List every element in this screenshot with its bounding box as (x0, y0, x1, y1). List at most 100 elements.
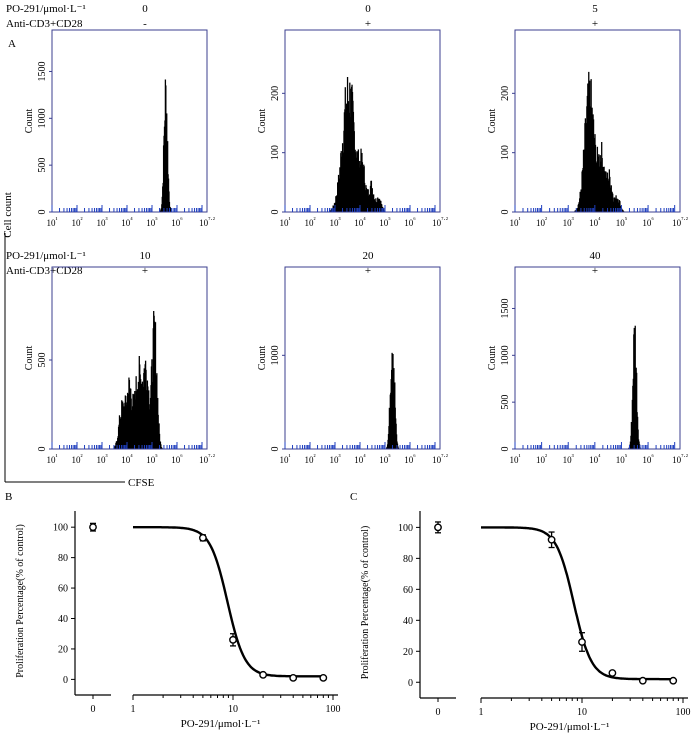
control-point (434, 523, 442, 532)
x-tick-label: 10⁷·² (672, 453, 688, 465)
x-tick-label: 10⁵ (616, 453, 628, 465)
x-tick-label: 100 (676, 707, 691, 718)
data-point (198, 533, 207, 542)
x-tick-label: 10¹ (46, 453, 57, 465)
x-tick-label-zero: 0 (436, 707, 441, 718)
x-tick-label: 10⁶ (404, 453, 416, 465)
y-tick-label: 100 (500, 145, 511, 160)
x-tick-label: 1 (479, 707, 484, 718)
y-tick-label: 100 (398, 523, 413, 534)
anti-label-row2: Anti-CD3+CD28 (6, 265, 83, 277)
panel-b-label: B (5, 491, 12, 503)
x-tick-label: 10² (536, 216, 547, 228)
x-tick-label: 10⁶ (642, 216, 654, 228)
y-tick-label: 100 (270, 145, 281, 160)
x-tick-label: 10² (71, 453, 82, 465)
histogram-frame (514, 29, 681, 213)
x-tick-label: 10⁷·² (432, 453, 448, 465)
data-point (669, 676, 678, 685)
x-tick-label: 10¹ (279, 453, 290, 465)
data-point (289, 673, 298, 682)
x-tick-label: 10⁶ (171, 453, 183, 465)
x-tick-label: 10⁷·² (432, 216, 448, 228)
panel-c-label: C (350, 491, 357, 503)
x-tick-label: 10⁴ (589, 453, 601, 465)
x-tick-label: 10⁵ (146, 453, 158, 465)
y-axis-label: Count (257, 346, 268, 371)
y-tick-label: 0 (37, 210, 48, 215)
x-axis-label: PO-291/μmol·L⁻¹ (530, 721, 610, 733)
x-tick-label: 10⁵ (379, 216, 391, 228)
y-tick-label: 0 (63, 675, 68, 686)
y-tick-label: 0 (500, 447, 511, 452)
x-tick-label: 10¹ (46, 216, 57, 228)
data-point (547, 535, 556, 544)
y-tick-label: 200 (270, 86, 281, 101)
y-axis-label: Count (257, 109, 268, 134)
x-tick-label: 10⁶ (642, 453, 654, 465)
concentration-label: 5 (592, 3, 598, 15)
x-tick-label-zero: 0 (91, 704, 96, 715)
x-tick-label: 10⁶ (404, 216, 416, 228)
fit-curve (133, 526, 324, 678)
concentration-label: 0 (142, 3, 148, 15)
concentration-label: 10 (140, 250, 152, 262)
control-point (89, 523, 97, 532)
x-tick-label: 10⁵ (146, 216, 158, 228)
data-point (578, 638, 586, 646)
y-tick-label: 20 (58, 644, 68, 655)
x-tick-label: 10⁴ (589, 216, 601, 228)
y-tick-label: 0 (408, 678, 413, 689)
x-tick-label: 10 (577, 707, 587, 718)
y-tick-label: 40 (58, 614, 68, 625)
y-tick-label: 0 (270, 210, 281, 215)
x-tick-label: 10¹ (509, 216, 520, 228)
panel-a-label: A (8, 38, 16, 50)
histogram-frame (51, 29, 208, 213)
anti-cd3-sign: - (143, 18, 147, 30)
y-tick-label: 1500 (37, 61, 48, 81)
anti-cd3-sign: + (592, 265, 598, 277)
po-label-row2: PO-291/μmol·L⁻¹ (6, 250, 86, 262)
anti-cd3-sign: + (365, 265, 371, 277)
x-tick-label: 10⁷·² (199, 216, 215, 228)
x-tick-label: 10² (71, 216, 82, 228)
y-tick-label: 1500 (500, 298, 511, 318)
data-point (229, 635, 237, 644)
y-axis-label: Proliferation Percentage(% of control) (15, 524, 26, 678)
x-tick-label: 10⁶ (171, 216, 183, 228)
po-label-row1: PO-291/μmol·L⁻¹ (6, 3, 86, 15)
y-tick-label: 200 (500, 86, 511, 101)
data-point (638, 676, 647, 685)
y-tick-label: 0 (270, 447, 281, 452)
y-axis-label: Count (487, 346, 498, 371)
x-tick-label: 10³ (329, 453, 340, 465)
fit-curve (481, 526, 674, 681)
x-tick-label: 10⁷·² (672, 216, 688, 228)
x-tick-label: 10⁵ (379, 453, 391, 465)
data-point (319, 673, 328, 682)
histogram-panel-6: 40 +10¹ 10² 10³ 10⁴ 10⁵ 10⁶ 10⁷·² 0 500 1000 1500 Co… (487, 250, 688, 465)
x-tick-label: 10¹ (509, 453, 520, 465)
concentration-label: 40 (590, 250, 602, 262)
data-point (608, 669, 617, 677)
cfse-label: CFSE (128, 477, 155, 489)
x-tick-label: 10³ (329, 216, 340, 228)
concentration-label: 20 (363, 250, 375, 262)
x-tick-label: 10² (304, 216, 315, 228)
y-tick-label: 1000 (500, 345, 511, 365)
y-tick-label: 500 (37, 158, 48, 173)
x-tick-label: 10⁴ (354, 453, 366, 465)
y-axis-label: Count (24, 109, 35, 134)
x-axis-label: PO-291/μmol·L⁻¹ (181, 718, 261, 730)
x-tick-label: 10⁴ (121, 216, 133, 228)
x-tick-label: 100 (326, 704, 341, 715)
x-tick-label: 1 (131, 704, 136, 715)
x-tick-label: 10⁷·² (199, 453, 215, 465)
